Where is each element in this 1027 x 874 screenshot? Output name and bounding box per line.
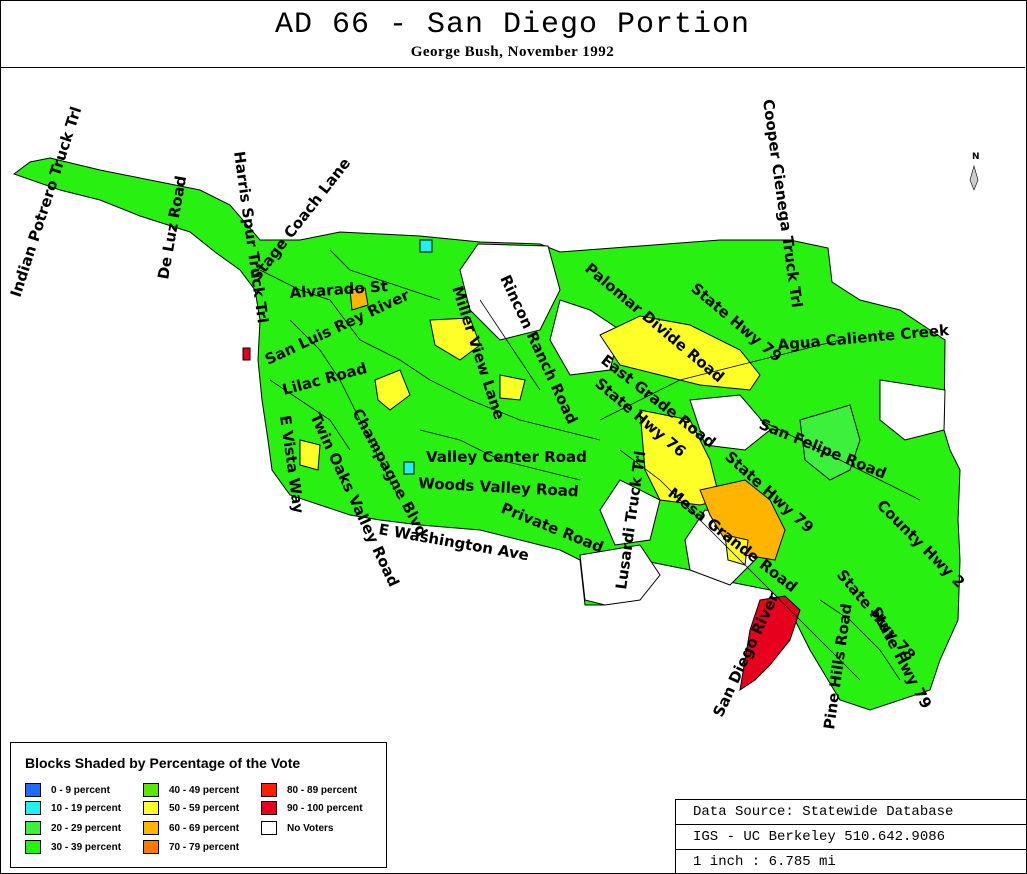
legend-label: 50 - 59 percent	[169, 802, 240, 814]
precinct-boundaries	[259, 249, 921, 681]
legend-swatch	[25, 801, 41, 815]
legend-item: 20 - 29 percent	[25, 821, 121, 835]
region-valley-yellow	[429, 317, 481, 361]
organization: IGS - UC Berkeley 510.642.9086	[676, 825, 1026, 850]
legend-item: 80 - 89 percent	[261, 783, 357, 797]
map-title: AD 66 - San Diego Portion	[274, 8, 751, 42]
legend-item: 30 - 39 percent	[25, 840, 121, 854]
region-mesa-orange	[699, 479, 786, 561]
legend-swatch	[143, 783, 159, 797]
legend-swatch	[25, 840, 41, 854]
info-box: Data Source: Statewide Database IGS - UC…	[675, 799, 1027, 874]
legend-item: 0 - 9 percent	[25, 783, 110, 797]
region-palomar-yellow	[599, 315, 761, 391]
road-label-indian-potrero: Indian Potrero Truck Trl	[7, 104, 86, 299]
title-box: AD 66 - San Diego Portion George Bush, N…	[0, 0, 1025, 68]
legend-label: 20 - 29 percent	[51, 822, 122, 834]
legend: Blocks Shaded by Percentage of the Vote …	[10, 742, 387, 868]
region-white-east	[879, 379, 946, 441]
legend-swatch	[261, 801, 277, 815]
legend-label: 30 - 39 percent	[51, 841, 122, 853]
region-vista-cyan	[403, 461, 415, 475]
legend-label: 60 - 69 percent	[169, 822, 240, 834]
legend-item: 60 - 69 percent	[143, 821, 239, 835]
region-river-red	[739, 595, 801, 692]
region-west-red	[242, 347, 251, 361]
road-label-valley-center: Valley Center Road	[426, 448, 587, 466]
legend-swatch	[25, 783, 41, 797]
legend-swatch	[143, 821, 159, 835]
legend-label: 90 - 100 percent	[287, 802, 363, 814]
map-subtitle: George Bush, November 1992	[410, 44, 615, 60]
legend-title: Blocks Shaded by Percentage of the Vote	[25, 755, 301, 771]
north-arrow-icon	[969, 164, 979, 191]
legend-swatch	[261, 783, 277, 797]
legend-item: 70 - 79 percent	[143, 840, 239, 854]
region-twin-yellow	[299, 439, 321, 471]
region-stage-cyan	[419, 239, 433, 253]
legend-item: 10 - 19 percent	[25, 801, 121, 815]
district-map: N Indian Potrero Truck Trl De Luz Road H…	[7, 98, 980, 731]
legend-item: 40 - 49 percent	[143, 783, 239, 797]
data-source: Data Source: Statewide Database	[676, 800, 1026, 825]
region-white-north	[459, 243, 561, 341]
legend-label: 10 - 19 percent	[51, 802, 122, 814]
map-scale: 1 inch : 6.785 mi	[693, 854, 836, 870]
legend-swatch	[25, 821, 41, 835]
region-lilac-yellow	[374, 369, 411, 411]
region-white-south	[579, 544, 661, 606]
region-white-ridge	[689, 394, 771, 451]
legend-label: 70 - 79 percent	[169, 841, 240, 853]
region-miller-yellow	[499, 374, 526, 401]
legend-swatch	[261, 821, 277, 835]
legend-swatch	[143, 801, 159, 815]
region-felipe-bright	[799, 404, 861, 481]
legend-label: 80 - 89 percent	[287, 784, 358, 796]
legend-item: No Voters	[261, 821, 334, 835]
legend-label: 0 - 9 percent	[51, 784, 110, 796]
legend-label: No Voters	[287, 822, 334, 834]
north-label: N	[972, 152, 980, 162]
region-white-mid	[599, 479, 661, 546]
region-white-center	[549, 299, 621, 376]
north-arrow: N	[969, 152, 980, 191]
legend-item: 90 - 100 percent	[261, 801, 363, 815]
precinct-fills	[12, 157, 961, 711]
legend-label: 40 - 49 percent	[169, 784, 240, 796]
legend-swatch	[143, 840, 159, 854]
region-alvarado-orange	[349, 287, 369, 311]
legend-item: 50 - 59 percent	[143, 801, 239, 815]
